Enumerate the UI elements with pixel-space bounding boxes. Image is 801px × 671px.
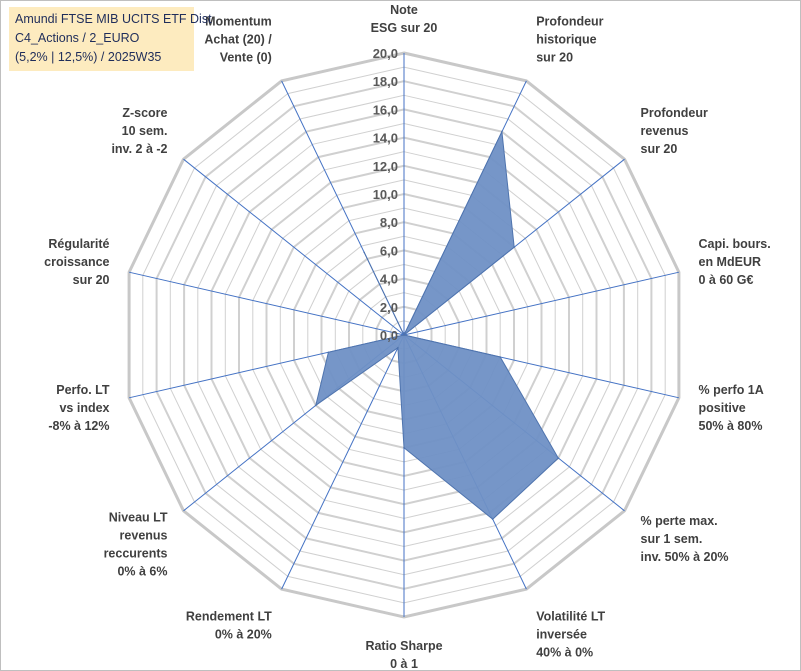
- axis-label-line: sur 20: [536, 51, 573, 65]
- radar-spoke: [403, 271, 680, 336]
- radial-tick-labels: 0,0 2,0 4,0 6,0 8,0 10,0 12,0 14,0 16,0 18,0 20,0: [373, 46, 398, 343]
- axis-label-line: 50% à 80%: [699, 419, 763, 433]
- axis-label-line: Régularité: [48, 237, 109, 251]
- axis-label: % perfo 1A positive 50% à 80%: [699, 383, 764, 433]
- tick-label: 0,0: [380, 328, 398, 343]
- axis-labels: Note ESG sur 20 Profondeur historique sur 20…: [44, 3, 771, 671]
- axis-label: Niveau LT revenus reccurents 0% à 6%: [104, 511, 168, 579]
- axis-label-line: ESG sur 20: [371, 21, 438, 35]
- axis-label-line: inv. 50% à 20%: [641, 550, 729, 564]
- axis-label-line: -8% à 12%: [48, 419, 109, 433]
- data-point: [499, 356, 502, 358]
- tick-label: 2,0: [380, 300, 398, 315]
- tick-label: 16,0: [373, 102, 398, 117]
- data-point: [491, 518, 494, 520]
- title-line-2: C4_Actions / 2_EURO: [15, 31, 140, 45]
- axis-label-line: vs index: [59, 401, 109, 415]
- data-area: [315, 129, 559, 520]
- radar-spoke: [183, 158, 405, 336]
- data-point: [501, 130, 503, 133]
- axis-label-line: Niveau LT: [109, 511, 168, 525]
- title-line-3: (5,2% | 12,5%) / 2025W35: [15, 50, 162, 64]
- data-point: [327, 351, 330, 354]
- data-point: [397, 346, 399, 349]
- tick-label: 4,0: [380, 272, 398, 287]
- axis-label-line: en MdEUR: [699, 255, 762, 269]
- data-point: [403, 447, 405, 449]
- axis-label-line: sur 20: [641, 142, 678, 156]
- tick-label: 10,0: [373, 187, 398, 202]
- axis-label: Perfo. LT vs index -8% à 12%: [48, 383, 110, 433]
- axis-label-line: Profondeur: [536, 15, 603, 29]
- axis-label-line: Volatilité LT: [536, 609, 605, 623]
- axis-label: Profondeur historique sur 20: [536, 15, 603, 65]
- tick-label: 18,0: [373, 74, 398, 89]
- axis-label: Ratio Sharpe 0 à 1: [365, 639, 442, 671]
- axis-label-line: inv. 2 à -2: [111, 142, 167, 156]
- data-point: [315, 404, 317, 407]
- axis-label-line: % perte max.: [641, 514, 718, 528]
- axis-label-line: Vente (0): [220, 51, 272, 65]
- axis-label: Rendement LT 0% à 20%: [186, 609, 272, 641]
- axis-label-line: Perfo. LT: [56, 383, 110, 397]
- axis-label-line: croissance: [44, 255, 109, 269]
- tick-label: 8,0: [380, 215, 398, 230]
- axis-label-line: Capi. bours.: [699, 237, 771, 251]
- axis-label-line: revenus: [120, 529, 168, 543]
- axis-label-line: Achat (20) /: [204, 33, 272, 47]
- axis-label-line: Rendement LT: [186, 609, 272, 623]
- data-point: [513, 246, 515, 248]
- axis-label-line: 0 à 60 G€: [699, 273, 754, 287]
- axis-label: Note ESG sur 20: [371, 3, 438, 35]
- axis-label: % perte max. sur 1 sem. inv. 50% à 20%: [641, 514, 729, 564]
- axis-label-line: 10 sem.: [122, 124, 168, 138]
- tick-label: 14,0: [373, 131, 398, 146]
- axis-label-line: revenus: [641, 124, 689, 138]
- tick-label: 12,0: [373, 159, 398, 174]
- data-point: [403, 334, 405, 336]
- axis-label-line: 40% à 0%: [536, 645, 593, 659]
- axis-label: Régularité croissance sur 20: [44, 237, 109, 287]
- axis-label-line: 0% à 20%: [215, 627, 272, 641]
- axis-label-line: Ratio Sharpe: [365, 639, 442, 653]
- tick-label: 20,0: [373, 46, 398, 61]
- axis-label: Momentum Achat (20) / Vente (0): [204, 15, 272, 65]
- axis-label-line: % perfo 1A: [699, 383, 764, 397]
- axis-label-line: sur 1 sem.: [641, 532, 703, 546]
- tick-label: 6,0: [380, 243, 398, 258]
- axis-label-line: inversée: [536, 627, 587, 641]
- axis-label-line: Profondeur: [641, 106, 708, 120]
- axis-label: Z-score 10 sem. inv. 2 à -2: [111, 106, 167, 156]
- data-point: [557, 457, 560, 459]
- axis-label-line: Z-score: [122, 106, 167, 120]
- title-box: Amundi FTSE MIB UCITS ETF Dist C4_Action…: [9, 7, 212, 71]
- axis-label-line: reccurents: [104, 547, 168, 561]
- axis-label: Profondeur revenus sur 20: [641, 106, 708, 156]
- axis-label-line: Momentum: [205, 15, 272, 29]
- radar-series: [315, 129, 560, 520]
- data-point: [363, 251, 366, 254]
- axis-label-line: sur 20: [73, 273, 110, 287]
- axis-label-line: Note: [390, 3, 418, 17]
- axis-label: Volatilité LT inversée 40% à 0%: [536, 609, 605, 659]
- axis-label-line: 0 à 1: [390, 657, 418, 671]
- radar-spoke: [281, 334, 405, 590]
- radar-spoke: [128, 271, 405, 336]
- axis-label-line: 0% à 6%: [117, 565, 167, 579]
- axis-label-line: positive: [699, 401, 746, 415]
- axis-label-line: historique: [536, 33, 596, 47]
- title-line-1: Amundi FTSE MIB UCITS ETF Dist: [15, 12, 212, 26]
- axis-label: Capi. bours. en MdEUR 0 à 60 G€: [699, 237, 771, 287]
